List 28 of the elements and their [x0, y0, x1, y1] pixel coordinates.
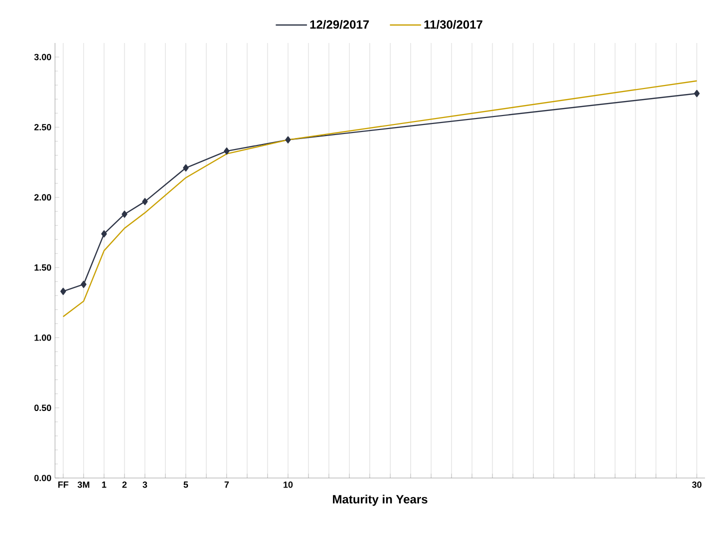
x-tick-label: 7	[224, 482, 229, 488]
point	[142, 198, 148, 206]
x-tick-label: 10	[284, 482, 293, 488]
x-tick-label: 2	[122, 482, 127, 488]
point	[101, 230, 107, 238]
x-tick-label: 1	[102, 482, 106, 488]
y-tick-label: 1.00	[34, 334, 52, 341]
x-tick-label: FF	[58, 482, 68, 488]
point	[60, 288, 66, 295]
point	[694, 90, 700, 98]
x-tick-label: 3M	[78, 482, 90, 488]
y-tick-label: 0.50	[34, 404, 52, 412]
x-tick-label: 5	[184, 482, 188, 488]
x-tick-label: 30	[692, 482, 702, 488]
point	[182, 164, 189, 172]
y-tick-label: 0.00	[34, 474, 52, 482]
x-tick-label: 3	[142, 482, 148, 488]
y-tick-label: 2.00	[34, 194, 52, 201]
point	[122, 210, 128, 218]
legend-label: 12/29/2017	[310, 20, 369, 29]
y-tick-label: 1.50	[34, 264, 52, 271]
y-tick-label: 2.50	[34, 124, 52, 130]
point	[224, 147, 230, 155]
point	[80, 280, 86, 288]
x-axis-title: Maturity in Years	[332, 494, 428, 506]
legend-label: 11/30/2017	[424, 20, 482, 29]
y-tick-label: 3.00	[34, 54, 52, 60]
point	[285, 136, 291, 144]
